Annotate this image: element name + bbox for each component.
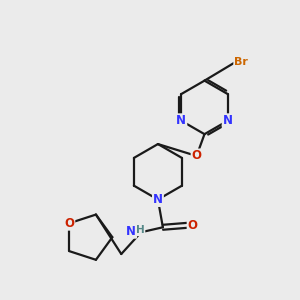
Text: H: H [136, 225, 145, 235]
Text: N: N [223, 114, 233, 127]
Text: O: O [188, 219, 198, 232]
Text: O: O [192, 149, 202, 162]
Text: O: O [64, 217, 74, 230]
Text: N: N [153, 193, 163, 206]
Text: N: N [126, 225, 136, 238]
Text: Br: Br [234, 57, 248, 67]
Text: N: N [176, 114, 186, 127]
